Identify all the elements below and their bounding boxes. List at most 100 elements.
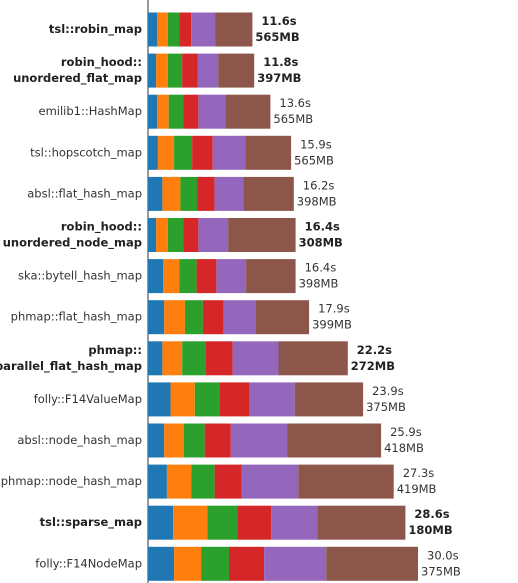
bar-segment xyxy=(245,135,292,170)
bar-segment xyxy=(212,135,246,170)
bar-segment xyxy=(157,94,169,129)
bar-segment xyxy=(294,382,364,417)
memory-label: 565MB xyxy=(294,153,334,167)
bar-segment xyxy=(278,341,348,376)
bar-segment xyxy=(232,341,279,376)
bar-segment xyxy=(182,53,198,88)
bar-segment xyxy=(162,176,181,211)
bar-segment xyxy=(271,505,318,540)
bar-segment xyxy=(191,464,215,499)
memory-label: 308MB xyxy=(299,236,343,250)
bar-segment xyxy=(220,382,250,417)
bar-segment xyxy=(249,382,295,417)
bar-segment xyxy=(148,53,157,88)
bar-segment xyxy=(202,300,224,335)
bar-segment xyxy=(256,300,310,335)
time-label: 23.9s xyxy=(372,384,404,398)
bar-segment xyxy=(174,546,202,581)
bar-segment xyxy=(197,53,219,88)
memory-label: 398MB xyxy=(297,194,337,208)
category-label: absl::node_hash_map xyxy=(17,433,142,447)
time-label: 30.0s xyxy=(427,548,459,562)
bar-segment xyxy=(223,300,256,335)
memory-label: 375MB xyxy=(421,564,461,578)
bar-segment xyxy=(167,218,184,252)
bar-segment xyxy=(184,423,205,458)
bar-segment xyxy=(157,135,175,170)
category-label: unordered_flat_map xyxy=(13,71,142,86)
time-label: 28.6s xyxy=(414,507,449,521)
memory-label: 565MB xyxy=(255,30,299,44)
category-label: robin_hood:: xyxy=(61,220,142,235)
bar-segment xyxy=(246,259,296,294)
bar-segment xyxy=(214,464,242,499)
bar-segment xyxy=(225,94,271,129)
category-label: parallel_flat_hash_map xyxy=(0,359,142,374)
bar-segment xyxy=(194,382,220,417)
memory-label: 418MB xyxy=(384,441,424,455)
bar-segment xyxy=(148,546,175,581)
category-label: ska::bytell_hash_map xyxy=(18,269,142,283)
memory-label: 397MB xyxy=(257,71,301,85)
bar-segment xyxy=(148,464,167,499)
bar-segment xyxy=(148,300,165,335)
bar-segment xyxy=(201,546,229,581)
category-label: phmap::flat_hash_map xyxy=(11,310,142,324)
bar-segment xyxy=(298,464,394,499)
memory-label: 272MB xyxy=(351,359,395,373)
category-label: tsl::sparse_map xyxy=(40,515,142,530)
bar-segment xyxy=(157,12,168,47)
bar-segment xyxy=(198,94,226,129)
bar-segment xyxy=(228,218,296,252)
bar-segment xyxy=(197,176,215,211)
bar-segment xyxy=(230,423,288,458)
bar-segment xyxy=(192,135,213,170)
time-label: 16.2s xyxy=(303,178,335,192)
bar-segment xyxy=(148,135,158,170)
bar-segment xyxy=(148,94,157,129)
bar-segment xyxy=(174,135,193,170)
bar-segment xyxy=(184,300,203,335)
bar-segment xyxy=(218,53,255,88)
bar-segment xyxy=(179,259,197,294)
memory-label: 565MB xyxy=(273,112,313,126)
bar-segment xyxy=(162,341,183,376)
bar-segment xyxy=(207,505,238,540)
category-label: folly::F14ValueMap xyxy=(34,392,142,406)
bar-segment xyxy=(166,464,192,499)
bar-segment xyxy=(205,341,233,376)
bar-segment xyxy=(148,423,165,458)
category-label: phmap::node_hash_map xyxy=(1,474,142,488)
bar-segment xyxy=(179,12,192,47)
bar-segment xyxy=(183,94,199,129)
bar-segment xyxy=(215,12,253,47)
bar-segment xyxy=(264,546,327,581)
bar-segment xyxy=(183,218,199,252)
category-label: phmap:: xyxy=(88,343,142,357)
category-label: folly::F14NodeMap xyxy=(35,556,142,570)
bar-segment xyxy=(148,382,171,417)
time-label: 25.9s xyxy=(390,425,422,439)
bar-segment xyxy=(163,259,180,294)
bar-segment xyxy=(182,341,206,376)
memory-label: 398MB xyxy=(299,277,339,291)
category-label: tsl::hopscotch_map xyxy=(30,145,142,159)
bar-segment xyxy=(243,176,294,211)
bar-segment xyxy=(317,505,406,540)
bar-segment xyxy=(156,218,168,252)
bar-segment xyxy=(241,464,299,499)
time-label: 16.4s xyxy=(305,220,340,234)
bar-segment xyxy=(167,53,183,88)
time-label: 11.8s xyxy=(263,55,298,69)
bar-segment xyxy=(287,423,382,458)
bar-segment xyxy=(168,94,184,129)
memory-label: 399MB xyxy=(312,318,352,332)
bar-segment xyxy=(214,176,244,211)
time-label: 27.3s xyxy=(403,466,435,480)
category-label: emilib1::HashMap xyxy=(39,104,142,118)
time-label: 22.2s xyxy=(357,343,392,357)
bar-segment xyxy=(198,218,229,252)
bar-segment xyxy=(191,12,216,47)
time-label: 13.6s xyxy=(279,96,311,110)
bar-segment xyxy=(148,341,163,376)
